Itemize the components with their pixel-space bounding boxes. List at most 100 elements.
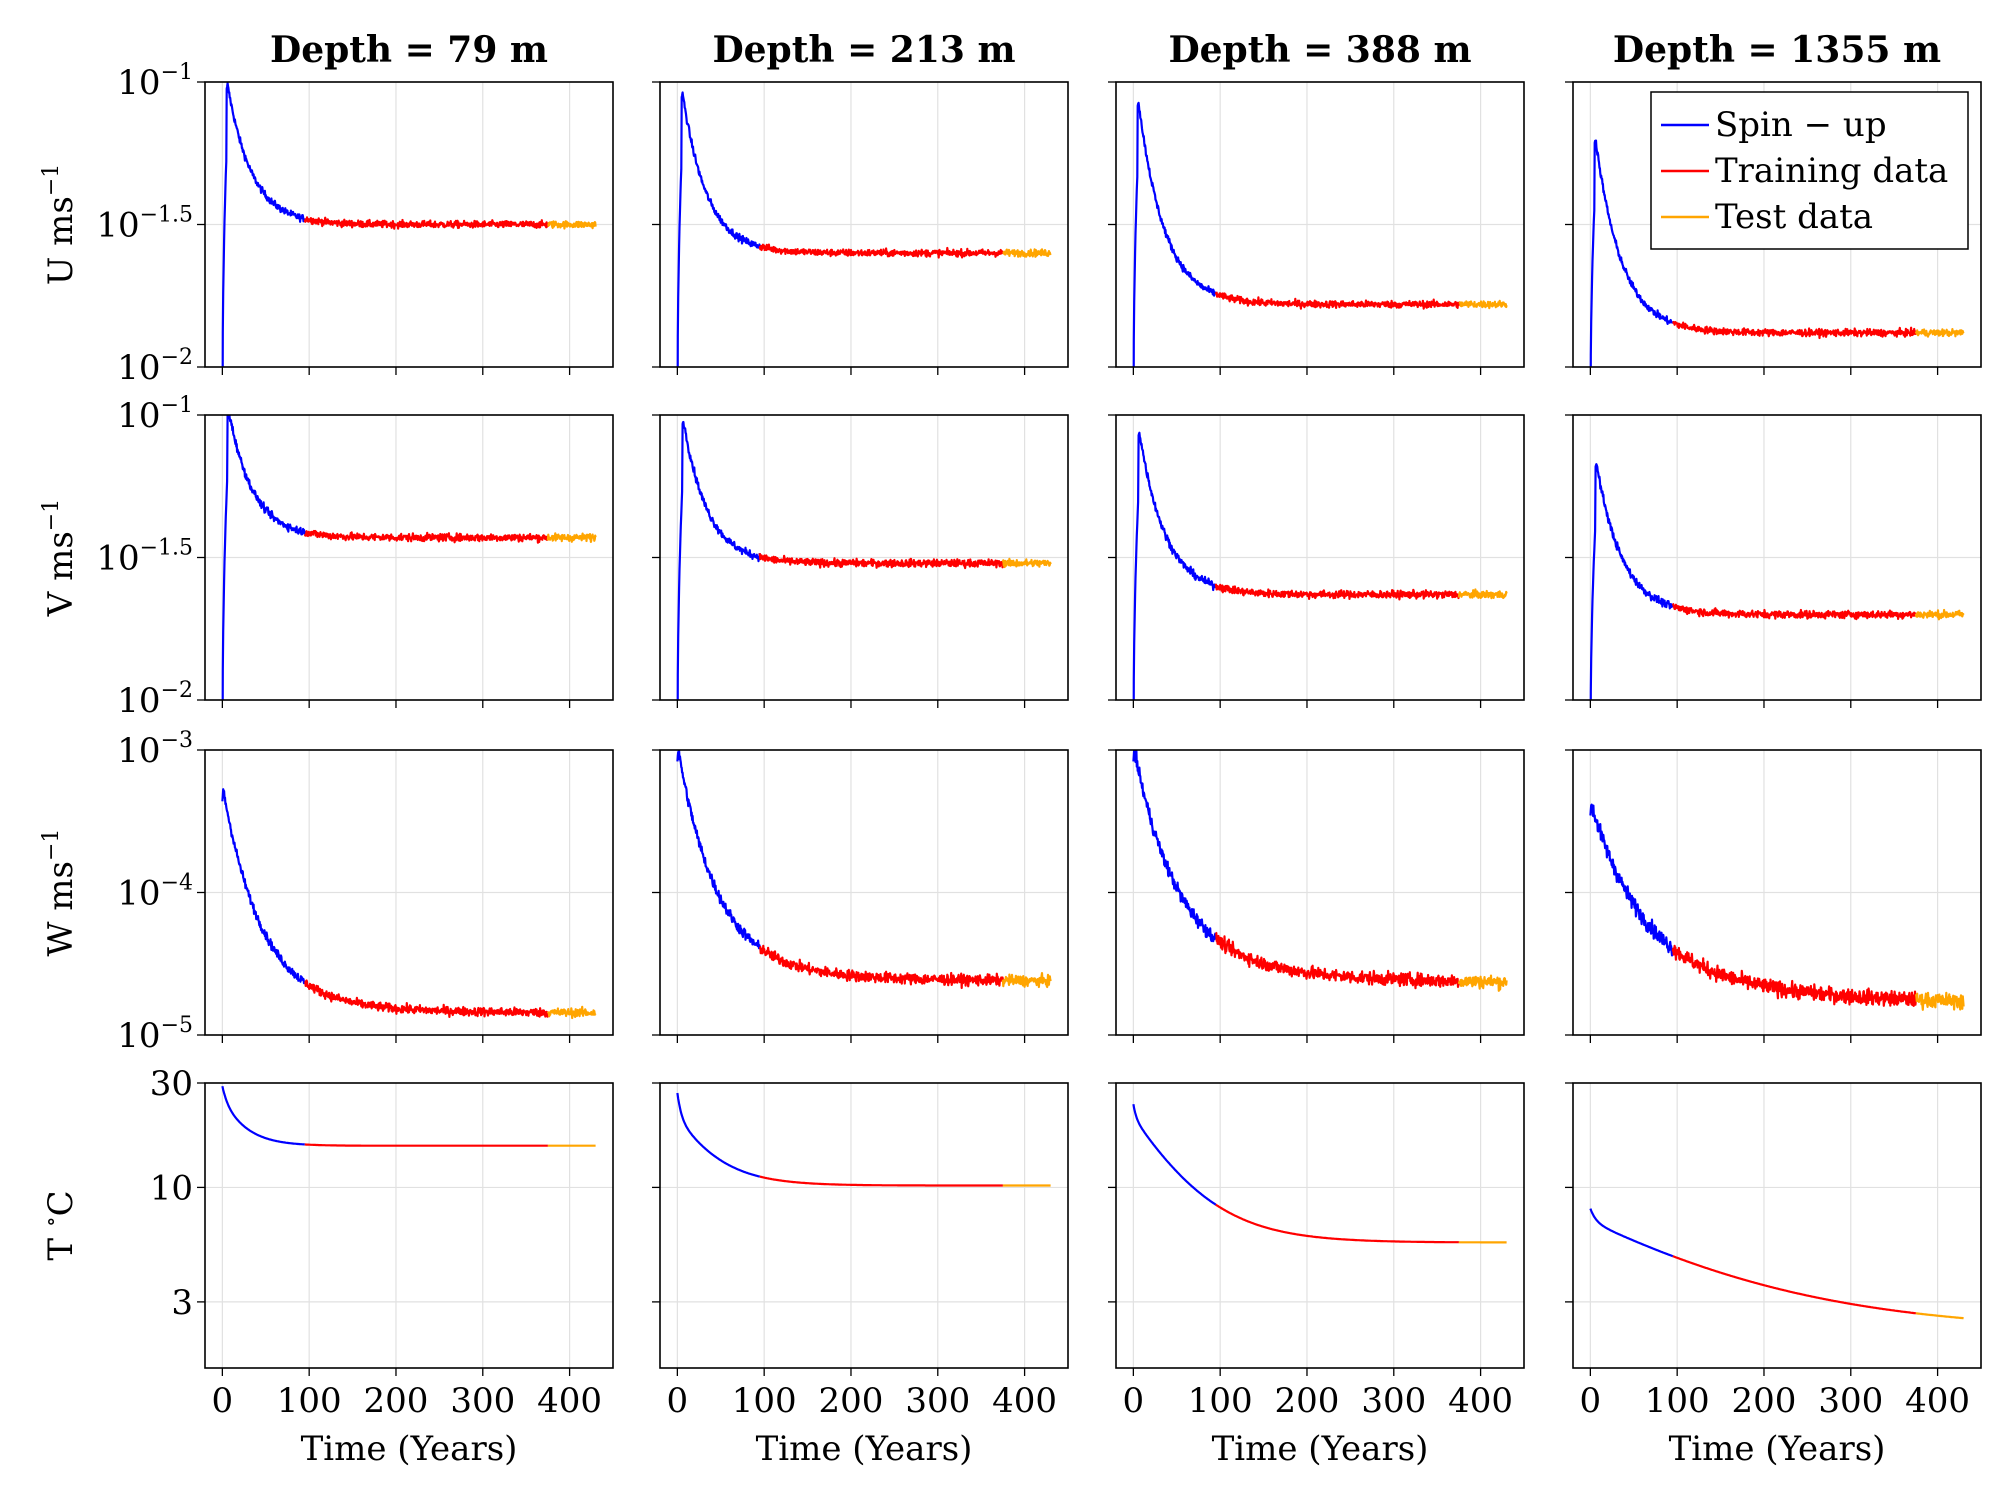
test-series [1915, 1312, 1964, 1320]
test-series [1914, 608, 1965, 621]
panel: 0 100 200 300 400 30 10 3 Time (Years) [150, 1064, 614, 1469]
y-tick-label: 10−1.5 [96, 536, 193, 579]
legend-entry: Training data [1715, 151, 1948, 191]
training-series [759, 944, 1004, 990]
test-series [1002, 248, 1052, 258]
training-series [304, 979, 549, 1018]
x-axis-label: Time (Years) [1212, 1429, 1429, 1469]
test-series [546, 1005, 597, 1020]
training-series [1671, 944, 1917, 1007]
x-tick-label: 100 [1645, 1381, 1710, 1421]
x-axis-label: Time (Years) [756, 1429, 973, 1469]
panel [1108, 81, 1525, 375]
training-series [1215, 1203, 1460, 1244]
panel-frame [659, 1082, 1069, 1369]
y-axis-label: W ms−1 [39, 829, 81, 957]
test-series [546, 532, 597, 543]
panel [1108, 749, 1525, 1043]
spin-up-series [1132, 431, 1217, 700]
x-tick-label: 200 [819, 1381, 884, 1421]
training-series [759, 1175, 1004, 1187]
spin-up-series [221, 1085, 306, 1146]
x-tick-label: 400 [1905, 1381, 1970, 1421]
x-tick-label: 300 [1361, 1381, 1426, 1421]
training-series [304, 1143, 549, 1147]
x-tick-label: 400 [537, 1381, 602, 1421]
test-series [1457, 588, 1508, 600]
spin-up-series [1132, 1104, 1217, 1206]
training-series [303, 529, 549, 544]
panel [1565, 749, 1982, 1043]
training-series [1671, 602, 1917, 621]
panel-frame [204, 1082, 614, 1369]
panel: 10−1 10−1.5 10−2 [96, 60, 614, 388]
x-tick-label: 200 [1732, 1381, 1797, 1421]
panel [652, 414, 1069, 708]
spin-up-series [221, 415, 306, 700]
x-tick-label: 0 [1580, 1381, 1602, 1421]
x-tick-label: 400 [992, 1381, 1057, 1421]
y-axis-label: T ∘C [39, 1190, 81, 1260]
column-title: Depth = 388 m [1168, 29, 1471, 71]
panel: 0 100 200 300 400 Time (Years) [1108, 1082, 1525, 1469]
spin-up-series [1589, 463, 1674, 700]
x-tick-label: 0 [212, 1381, 234, 1421]
y-tick-label: 30 [150, 1064, 193, 1104]
y-tick-label: 10−3 [117, 728, 193, 771]
training-series [1214, 291, 1460, 310]
y-tick-label: 10−2 [117, 345, 193, 388]
training-series [758, 553, 1004, 570]
panel [1108, 414, 1525, 708]
panel [652, 81, 1069, 375]
column-title: Depth = 79 m [270, 29, 548, 71]
legend-entry: Spin − up [1715, 105, 1887, 145]
column-title: Depth = 213 m [712, 29, 1015, 71]
spin-up-series [676, 420, 761, 700]
y-tick-label: 10−1.5 [96, 203, 193, 246]
y-axis-label: U ms−1 [39, 164, 81, 286]
spin-up-series [1589, 803, 1674, 957]
test-series [1457, 974, 1508, 992]
y-tick-label: 10 [150, 1168, 193, 1208]
y-tick-label: 10−4 [117, 871, 193, 914]
x-tick-label: 0 [667, 1381, 689, 1421]
x-tick-label: 0 [1123, 1381, 1145, 1421]
panel-frame [1572, 1082, 1982, 1369]
test-series [1001, 972, 1052, 989]
x-tick-label: 100 [732, 1381, 797, 1421]
training-series [1671, 320, 1917, 340]
x-tick-label: 300 [1818, 1381, 1883, 1421]
y-tick-label: 3 [171, 1283, 193, 1323]
spin-up-series [1132, 101, 1217, 367]
x-axis-label: Time (Years) [1669, 1429, 1886, 1469]
training-series [758, 243, 1004, 259]
spin-up-series [676, 1092, 761, 1178]
training-series [303, 216, 549, 230]
test-series [1914, 991, 1965, 1011]
training-series [1214, 583, 1460, 601]
y-tick-label: 10−2 [117, 678, 193, 721]
y-tick-label: 10−1 [117, 393, 193, 436]
spin-up-series [221, 82, 306, 367]
test-series [1001, 557, 1052, 569]
x-tick-label: 100 [1188, 1381, 1253, 1421]
spin-up-series [1132, 750, 1217, 943]
y-tick-label: 10−1 [117, 60, 193, 103]
y-tick-label: 10−5 [117, 1013, 193, 1056]
panel [1565, 414, 1982, 708]
panel: 10−3 10−4 10−5 [117, 728, 614, 1056]
legend-entry: Test data [1715, 197, 1873, 237]
x-tick-label: 200 [364, 1381, 429, 1421]
spin-up-series [676, 91, 761, 367]
test-series [1458, 299, 1508, 310]
x-tick-label: 200 [1275, 1381, 1340, 1421]
training-series [1672, 1255, 1917, 1315]
test-series [1914, 328, 1965, 338]
x-tick-label: 300 [450, 1381, 515, 1421]
spin-up-series [1589, 139, 1674, 367]
x-tick-label: 100 [277, 1381, 342, 1421]
training-series [1214, 931, 1460, 990]
panel [652, 749, 1069, 1043]
panel-frame [1115, 1082, 1525, 1369]
